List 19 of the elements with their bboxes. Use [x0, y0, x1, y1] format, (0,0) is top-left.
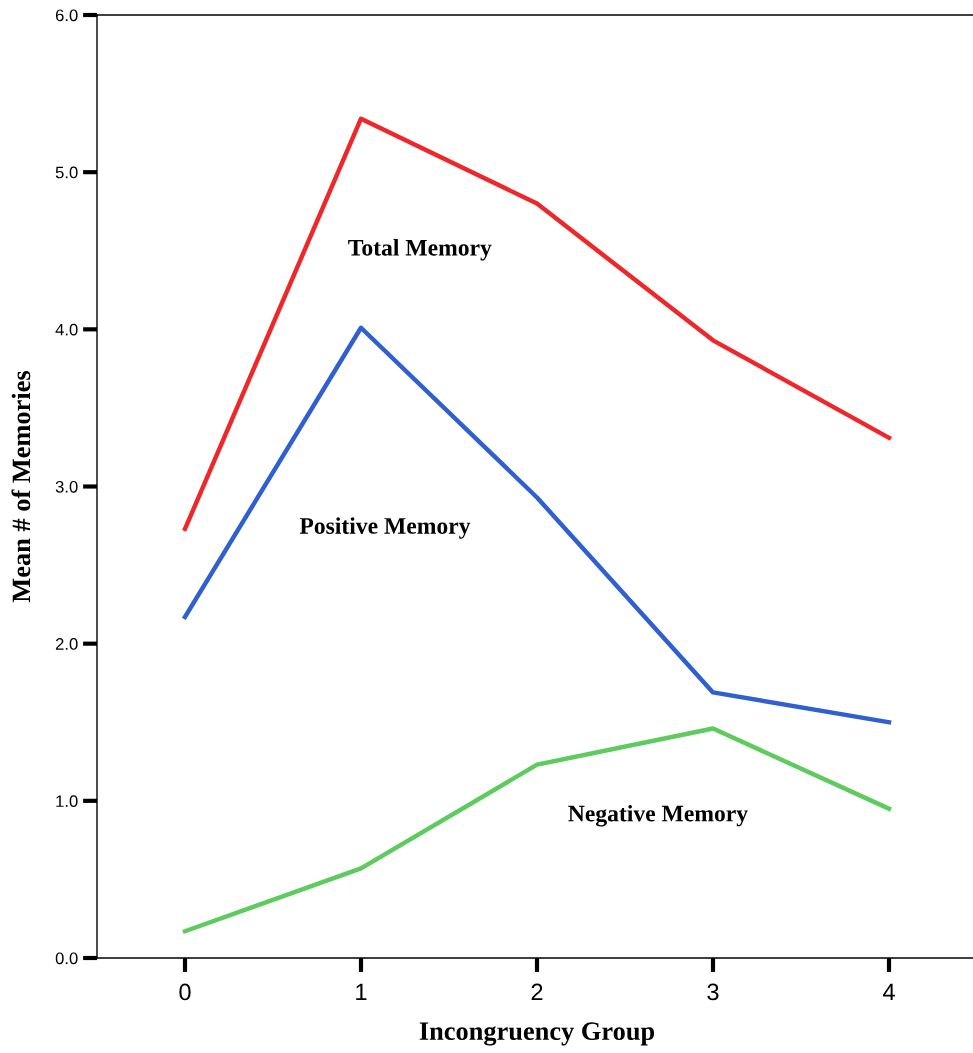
- y-tick-label: 6.0: [55, 9, 78, 22]
- y-tick-label: 1.0: [56, 795, 78, 808]
- x-tick-label: 2: [531, 983, 543, 1001]
- x-axis-title: Incongruency Group: [419, 1022, 655, 1046]
- y-tick-label: 3.0: [55, 480, 78, 493]
- y-tick-label: 2.0: [55, 638, 78, 650]
- series-label: Total Memory: [348, 239, 492, 261]
- line-series: [182, 325, 892, 725]
- x-tick-label: 3: [707, 983, 719, 1001]
- x-tick-label: 4: [882, 983, 895, 1001]
- y-tick-label: 0.0: [55, 952, 78, 965]
- x-tick-label: 0: [179, 983, 191, 1001]
- series-label: Negative Memory: [568, 804, 748, 827]
- y-tick-label: 4.0: [55, 323, 78, 336]
- series-label: Positive Memory: [299, 517, 471, 539]
- y-tick-label: 5.0: [55, 166, 78, 179]
- x-tick-label: 1: [356, 983, 367, 1001]
- line-series: [182, 726, 892, 934]
- y-axis-title: Mean # of Memories: [11, 371, 31, 603]
